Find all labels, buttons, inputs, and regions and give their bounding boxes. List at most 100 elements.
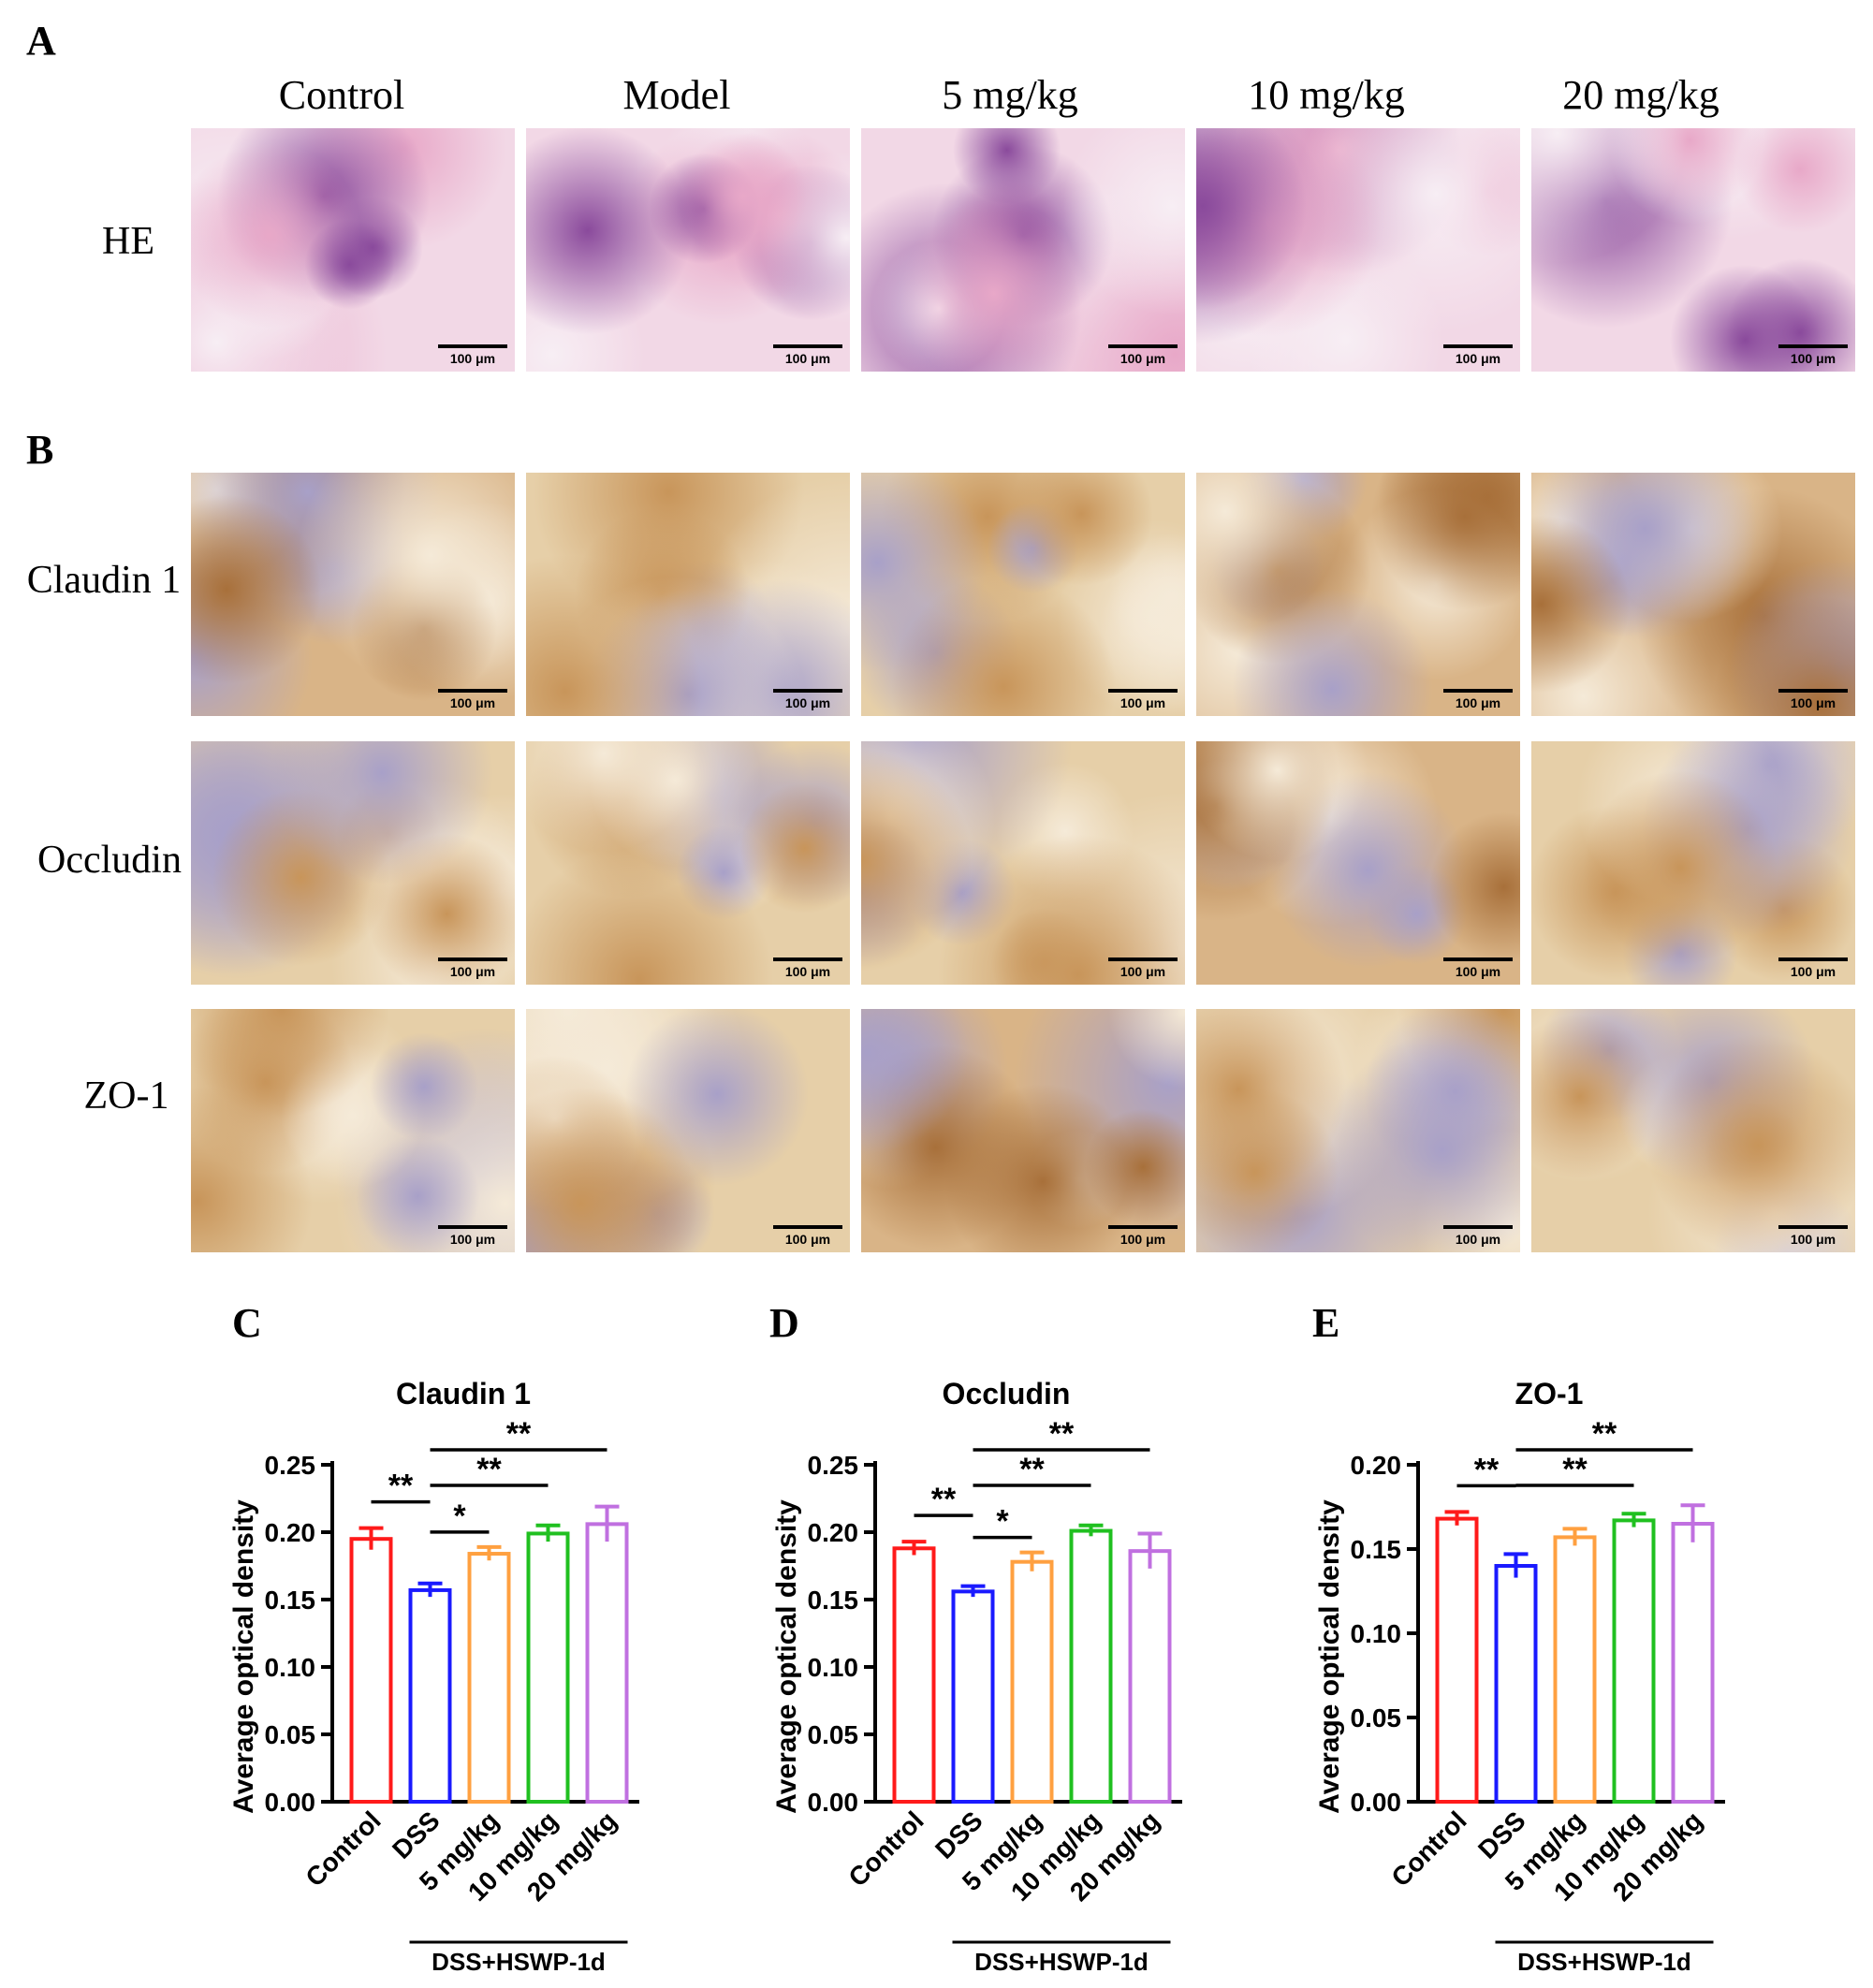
scale-bar-line — [438, 344, 507, 348]
bar — [1128, 1549, 1172, 1804]
y-tick-label: 0.00 — [265, 1788, 316, 1817]
y-tick-label: 0.05 — [1351, 1703, 1402, 1732]
scale-bar-line — [1778, 344, 1848, 348]
scale-bar-line — [1778, 689, 1848, 693]
chart-zo1: ZO-1 Average optical density 0.00 0.05 0.10 0… — [1314, 1377, 1725, 1976]
scale-bar-line — [438, 1225, 507, 1229]
significance-stars: ** — [1049, 1416, 1075, 1452]
row-header-he: HE — [102, 220, 154, 263]
scale-bar: 100 μm — [438, 344, 507, 366]
micrograph-he-5mg: 100 μm — [861, 128, 1185, 372]
scale-bar-label: 100 μm — [784, 695, 831, 710]
scale-bar-line — [1108, 344, 1178, 348]
scale-bar: 100 μm — [1778, 689, 1848, 710]
micrograph-he-control: 100 μm — [191, 128, 515, 372]
y-axis-label: Average optical density — [228, 1499, 259, 1814]
chart-claudin1: Claudin 1 Average optical density 0.00 0.05… — [228, 1377, 639, 1976]
scale-bar-label: 100 μm — [449, 964, 496, 979]
significance-stars: ** — [931, 1482, 957, 1517]
chart-title: Occludin — [943, 1377, 1071, 1411]
micrograph-occludin-model: 100 μm — [526, 741, 850, 985]
bar — [1069, 1528, 1113, 1804]
scale-bar-label: 100 μm — [449, 695, 496, 710]
scale-bar: 100 μm — [1443, 957, 1513, 979]
bar — [1494, 1564, 1538, 1804]
panel-label-a: A — [26, 18, 56, 64]
panel-label-c: C — [232, 1300, 262, 1346]
row-header-occludin: Occludin — [37, 839, 182, 882]
micrograph-he-10mg: 100 μm — [1196, 128, 1520, 372]
scale-bar-line — [773, 344, 842, 348]
scale-bar-label: 100 μm — [784, 964, 831, 979]
y-tick-label: 0.20 — [808, 1518, 859, 1547]
bar — [585, 1522, 629, 1805]
scale-bar-line — [1443, 1225, 1513, 1229]
scale-bar-line — [1443, 344, 1513, 348]
y-tick-label: 0.00 — [1351, 1788, 1402, 1817]
x-tick-label: Control — [1385, 1805, 1471, 1892]
scale-bar-line — [1443, 957, 1513, 961]
significance-stars: * — [996, 1504, 1009, 1540]
group-label: DSS+HSWP-1d — [974, 1948, 1149, 1976]
y-tick-label: 0.05 — [265, 1720, 316, 1749]
scale-bar-label: 100 μm — [1790, 695, 1836, 710]
scale-bar-label: 100 μm — [1119, 695, 1166, 710]
scale-bar-label: 100 μm — [449, 1232, 496, 1247]
micrograph-occludin-10mg: 100 μm — [1196, 741, 1520, 985]
significance-stars: ** — [476, 1452, 502, 1487]
panel-label-e: E — [1312, 1300, 1340, 1346]
scale-bar-label: 100 μm — [1119, 1232, 1166, 1247]
scale-bar-line — [438, 957, 507, 961]
y-tick-label: 0.15 — [265, 1586, 316, 1615]
scale-bar: 100 μm — [773, 344, 842, 366]
scale-bar: 100 μm — [438, 689, 507, 710]
bar — [1435, 1516, 1479, 1804]
scale-bar-label: 100 μm — [1790, 351, 1836, 366]
scale-bar-line — [438, 689, 507, 693]
micrograph-occludin-5mg: 100 μm — [861, 741, 1185, 985]
significance-stars: ** — [1474, 1452, 1500, 1487]
y-axis-label: Average optical density — [771, 1499, 802, 1814]
scale-bar-label: 100 μm — [1455, 1232, 1501, 1247]
scale-bar: 100 μm — [773, 689, 842, 710]
panel-label-b: B — [26, 427, 54, 473]
significance-stars: * — [453, 1498, 466, 1534]
scale-bar: 100 μm — [773, 1225, 842, 1247]
scale-bar: 100 μm — [1778, 957, 1848, 979]
y-axis-label: Average optical density — [1314, 1499, 1345, 1814]
row-header-claudin1: Claudin 1 — [26, 559, 182, 602]
chart-title: Claudin 1 — [396, 1377, 531, 1411]
y-tick-label: 0.20 — [1351, 1451, 1402, 1480]
panel-label-d: D — [769, 1300, 799, 1346]
scale-bar-label: 100 μm — [784, 351, 831, 366]
scale-bar-label: 100 μm — [1790, 964, 1836, 979]
micrograph-zo1-control: 100 μm — [191, 1009, 515, 1252]
chart-title: ZO-1 — [1515, 1377, 1584, 1411]
micrograph-zo1-model: 100 μm — [526, 1009, 850, 1252]
column-header-10mg: 10 mg/kg — [1248, 72, 1405, 118]
significance-stars: ** — [1562, 1452, 1588, 1487]
micrograph-zo1-20mg: 100 μm — [1531, 1009, 1855, 1252]
scale-bar-label: 100 μm — [1455, 964, 1501, 979]
significance-stars: ** — [1592, 1416, 1617, 1452]
y-tick-label: 0.00 — [808, 1788, 859, 1817]
scale-bar-line — [1108, 957, 1178, 961]
group-label: DSS+HSWP-1d — [1517, 1948, 1691, 1976]
y-tick-label: 0.20 — [265, 1518, 316, 1547]
y-tick-label: 0.25 — [265, 1451, 316, 1480]
group-label: DSS+HSWP-1d — [432, 1948, 606, 1976]
scale-bar-line — [1778, 1225, 1848, 1229]
micrograph-occludin-control: 100 μm — [191, 741, 515, 985]
micrograph-claudin1-10mg: 100 μm — [1196, 473, 1520, 716]
bar — [951, 1589, 995, 1804]
y-tick-label: 0.05 — [808, 1720, 859, 1749]
scale-bar-line — [1778, 957, 1848, 961]
scale-bar: 100 μm — [438, 957, 507, 979]
micrograph-claudin1-control: 100 μm — [191, 473, 515, 716]
micrograph-claudin1-model: 100 μm — [526, 473, 850, 716]
scale-bar: 100 μm — [773, 957, 842, 979]
scale-bar: 100 μm — [1443, 689, 1513, 710]
micrograph-zo1-5mg: 100 μm — [861, 1009, 1185, 1252]
scale-bar: 100 μm — [1443, 1225, 1513, 1247]
scale-bar-label: 100 μm — [1790, 1232, 1836, 1247]
